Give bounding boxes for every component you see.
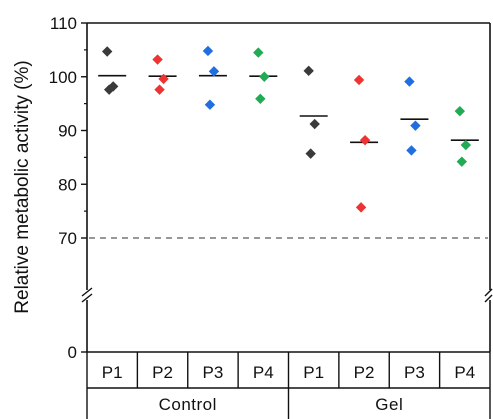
category-label-gel-p1: P1 — [303, 363, 324, 382]
category-label-control-p4: P4 — [253, 363, 274, 382]
data-point-gel-p4-2 — [460, 139, 472, 151]
data-point-gel-p1-2 — [309, 118, 320, 130]
category-label-gel-p4: P4 — [454, 363, 475, 382]
y-tick-label-110: 110 — [50, 14, 77, 33]
axis-break-mark-right-a — [484, 288, 493, 297]
group-label-gel: Gel — [375, 395, 403, 414]
data-point-gel-p2-3 — [355, 202, 367, 213]
y-tick-label-80: 80 — [58, 175, 77, 194]
y-tick-label-100: 100 — [49, 68, 77, 87]
y-axis-label: Relative metabolic activity (%) — [12, 60, 33, 313]
data-point-control-p4-3 — [255, 93, 266, 104]
data-point-gel-p2-2 — [359, 134, 371, 146]
category-label-control-p2: P2 — [152, 363, 173, 382]
data-point-gel-p2-1 — [353, 74, 365, 86]
data-point-gel-p1-1 — [303, 65, 314, 77]
axis-break-mark-left-a — [81, 287, 93, 297]
category-label-control-p3: P3 — [203, 363, 224, 382]
data-point-gel-p3-1 — [404, 76, 415, 87]
data-point-control-p4-2 — [259, 71, 270, 82]
y-tick-label-90: 90 — [58, 122, 77, 141]
data-point-control-p3-1 — [202, 45, 214, 57]
y-tick-label-70: 70 — [58, 229, 77, 248]
data-point-control-p1-1 — [101, 46, 113, 57]
data-point-control-p4-1 — [253, 47, 264, 58]
data-point-control-p2-2 — [158, 73, 169, 85]
y-tick-label-0: 0 — [68, 343, 77, 362]
category-label-gel-p3: P3 — [404, 363, 425, 382]
data-point-gel-p4-1 — [454, 105, 466, 117]
group-label-control: Control — [159, 395, 217, 414]
axis-break-mark-right-b — [484, 294, 493, 303]
category-label-gel-p2: P2 — [354, 363, 375, 382]
data-point-control-p2-3 — [154, 84, 165, 95]
data-point-control-p3-2 — [208, 66, 220, 77]
data-point-control-p2-1 — [152, 54, 163, 65]
category-label-control-p1: P1 — [102, 363, 123, 382]
data-point-control-p3-3 — [204, 99, 216, 110]
data-point-gel-p1-3 — [305, 148, 316, 159]
data-point-gel-p4-3 — [456, 156, 468, 167]
axis-break-mark-left-b — [81, 293, 93, 303]
data-point-control-p1-3 — [103, 84, 115, 95]
data-point-gel-p3-2 — [410, 120, 421, 131]
data-point-gel-p3-3 — [406, 145, 417, 156]
